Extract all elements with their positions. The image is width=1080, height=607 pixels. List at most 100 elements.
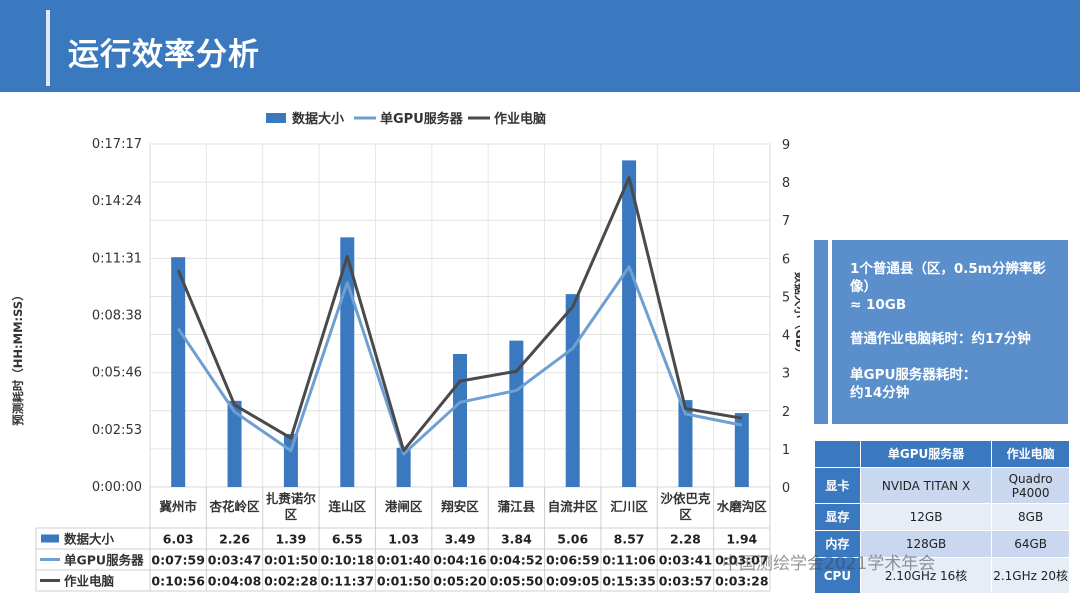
category-label: 冀州市 [159,499,197,514]
bar-data-size [171,257,186,487]
category-label: 区 [679,507,692,522]
right-tick-label: 0 [782,481,790,496]
category-label: 港闸区 [385,499,423,514]
header-accent [46,10,50,86]
table-value: 0:03:28 [715,574,769,589]
bar-data-size [283,434,298,487]
bar-data-size [678,400,693,487]
table-value: 0:03:57 [659,574,713,589]
right-tick-label: 8 [782,176,790,191]
table-value: 1.94 [726,532,757,547]
category-label: 自流井区 [548,499,599,514]
table-value: 0:01:50 [377,574,431,589]
table-value: 0:03:47 [208,553,262,568]
table-value: 0:07:59 [151,553,205,568]
info-line-5: 约14分钟 [850,385,910,401]
table-key-bar [41,534,59,543]
table-value: 6.55 [332,532,363,547]
spec-cell-gpu: 12GB [859,503,993,531]
legend-label-gpu: 单GPU服务器 [380,111,464,127]
table-row-name: 作业电脑 [64,574,115,589]
right-tick-label: 6 [782,252,790,267]
table-value: 0:01:50 [264,553,318,568]
spec-header-pc: 作业电脑 [991,440,1070,468]
spec-row-ram: 内存 128GB 64GB [814,530,1070,558]
table-value: 0:05:50 [490,574,544,589]
table-value: 3.84 [501,532,532,547]
table-value: 0:02:28 [264,574,318,589]
table-value: 0:04:52 [490,553,544,568]
table-value: 0:10:18 [321,553,375,568]
table-value: 1.39 [275,532,306,547]
bar-data-size [565,294,580,487]
category-label: 杏花岭区 [209,499,261,514]
legend-label-pc: 作业电脑 [494,111,546,127]
chart: 0:00:00 0:02:53 0:05:46 0:08:38 0:11:31 0:14:… [11,111,800,592]
bar-data-size [227,400,242,487]
table-value: 0:15:35 [602,574,656,589]
left-tick-label: 0:11:31 [92,251,142,266]
right-tick-label: 2 [782,405,790,420]
right-tick-label: 9 [782,138,790,153]
spec-table: 单GPU服务器 作业电脑 显卡 NVIDA TITAN X Quadro P40… [814,440,1070,594]
table-value: 2.28 [670,532,701,547]
info-panel: 1个普通县（区，0.5m分辨率影像） ≈ 10GB 普通作业电脑耗时：约17分钟 … [832,240,1068,424]
left-tick-label: 0:05:46 [92,366,142,381]
bar-data-size [396,447,411,487]
right-axis-title: 数据大小（GB） [793,272,800,359]
table-value: 0:05:20 [433,574,487,589]
info-accent-bar [814,240,828,424]
spec-cell-gpu: NVIDA TITAN X [859,467,993,504]
table-value: 0:03:07 [715,553,769,568]
table-value: 5.06 [557,532,588,547]
right-tick-label: 7 [782,214,790,229]
right-tick-label: 1 [782,443,790,458]
left-tick-label: 0:02:53 [92,423,142,438]
category-label: 翔安区 [440,499,479,514]
spec-cell-pc: Quadro P4000 [991,467,1070,504]
left-tick-label: 0:14:24 [92,194,142,209]
spec-row-label: 内存 [814,530,861,558]
bar-data-size [509,340,524,487]
info-line-1: 1个普通县（区，0.5m分辨率影像） [850,261,1046,295]
legend-label-bar: 数据大小 [292,111,344,127]
header-bar [0,0,1080,92]
table-value: 8.57 [614,532,645,547]
spec-row-label: 显存 [814,503,861,531]
left-axis-title: 预测耗时（HH:MM:SS） [11,289,25,425]
left-tick-label: 0:17:17 [92,137,142,152]
spec-header-row: 单GPU服务器 作业电脑 [814,440,1070,468]
spec-row-label: CPU [814,557,861,594]
table-value: 0:06:59 [546,553,600,568]
table-value: 3.49 [445,532,476,547]
bar-data-size [622,160,637,487]
left-tick-label: 0:00:00 [92,480,142,495]
table-value: 0:04:16 [433,553,487,568]
spec-cell-gpu: 2.10GHz 16核 [859,557,993,594]
category-label: 沙依巴克 [660,491,711,506]
table-value: 0:01:40 [377,553,431,568]
info-line-2: ≈ 10GB [850,297,907,313]
category-label: 蒲江县 [498,499,536,514]
spec-row-gpu-card: 显卡 NVIDA TITAN X Quadro P4000 [814,467,1070,504]
table-row-name: 数据大小 [63,532,115,547]
category-label: 区 [285,507,298,522]
category-label: 汇川区 [610,499,648,514]
table-value: 2.26 [219,532,250,547]
info-line-3: 普通作业电脑耗时：约17分钟 [850,331,1031,347]
right-tick-label: 4 [782,329,790,344]
table-value: 0:09:05 [546,574,600,589]
bar-data-size [453,353,467,487]
spec-row-label: 显卡 [814,467,861,504]
spec-row-vram: 显存 12GB 8GB [814,503,1070,531]
spec-cell-pc: 64GB [991,530,1070,558]
table-row-name: 单GPU服务器 [64,553,144,568]
line-work-pc [176,176,743,453]
info-line-4: 单GPU服务器耗时： [850,367,977,383]
category-label: 扎赉诺尔 [266,491,317,506]
category-label: 连山区 [329,499,367,514]
line-gpu-server [176,265,743,456]
table-value: 6.03 [163,532,194,547]
left-tick-label: 0:08:38 [92,309,142,324]
table-value: 1.03 [388,532,419,547]
